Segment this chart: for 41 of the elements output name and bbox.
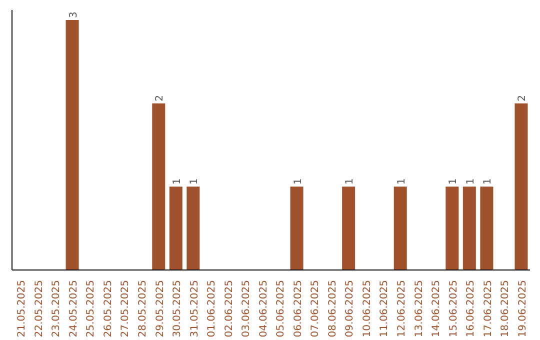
x-tick-label: 15.06.2025 [448,280,460,338]
data-label: 1 [448,178,460,185]
x-tick-label: 14.06.2025 [431,280,442,338]
x-tick-label: 07.06.2025 [310,280,322,338]
x-tick-label: 10.06.2025 [362,280,373,338]
x-tick-label: 02.06.2025 [224,280,235,338]
x-tick-label: 01.06.2025 [206,280,218,338]
data-label: 1 [482,178,494,185]
x-tick-label: 31.05.2025 [189,280,200,338]
data-label: 2 [517,94,528,102]
x-tick-label: 25.05.2025 [86,280,97,338]
data-label: 1 [396,178,408,185]
data-label: 2 [154,94,166,102]
x-tick-label: 21.05.2025 [16,280,28,338]
x-tick-label: 12.06.2025 [396,280,408,338]
x-tick-label: 28.05.2025 [138,280,148,338]
x-tick-label: 24.05.2025 [68,280,80,338]
x-tick-label: 13.06.2025 [414,280,425,338]
x-tick-label: 04.06.2025 [258,280,270,338]
x-tick-label: 19.06.2025 [517,280,528,338]
x-tick-label: 03.06.2025 [241,280,252,338]
x-tick-label: 08.06.2025 [327,280,338,338]
data-label: 1 [344,178,356,185]
x-tick-label: 29.05.2025 [154,280,166,338]
x-tick-label: 17.06.2025 [482,280,494,338]
x-tick-label: 27.05.2025 [120,280,132,338]
data-label: 1 [465,178,476,185]
data-label: 3 [68,12,80,18]
x-tick-label: 11.06.2025 [379,280,390,338]
x-tick-label: 16.06.2025 [466,280,477,338]
x-tick-label: 30.05.2025 [172,280,184,338]
x-tick-label: 22.05.2025 [34,280,45,338]
x-tick-label: 09.06.2025 [344,280,356,338]
x-tick-label: 26.05.2025 [102,280,114,338]
x-tick-label: 23.05.2025 [51,280,62,338]
data-label: 1 [172,178,183,185]
data-label: 1 [292,178,304,185]
x-tick-label: 18.06.2025 [500,280,512,338]
x-tick-label: 06.06.2025 [292,280,304,338]
data-label: 1 [189,178,200,185]
x-tick-label: 05.06.2025 [276,280,287,338]
